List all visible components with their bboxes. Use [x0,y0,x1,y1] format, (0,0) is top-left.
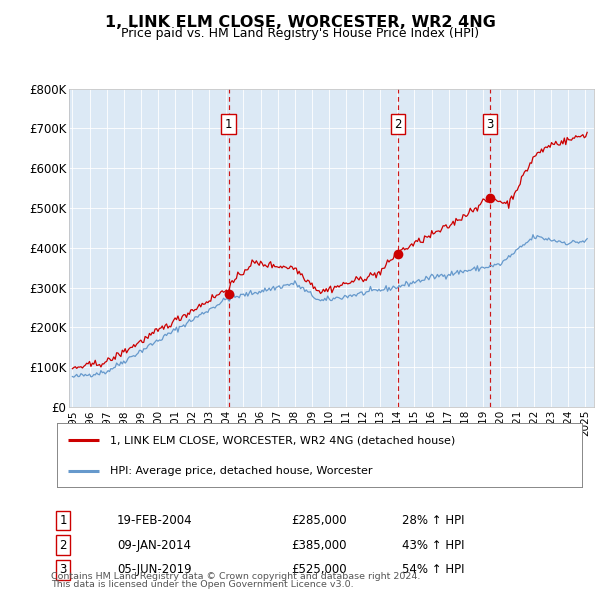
Text: £525,000: £525,000 [291,563,347,576]
Text: 19-FEB-2004: 19-FEB-2004 [117,514,193,527]
Text: 1: 1 [59,514,67,527]
Text: 1, LINK ELM CLOSE, WORCESTER, WR2 4NG: 1, LINK ELM CLOSE, WORCESTER, WR2 4NG [104,15,496,30]
Text: 05-JUN-2019: 05-JUN-2019 [117,563,191,576]
Text: 28% ↑ HPI: 28% ↑ HPI [402,514,464,527]
Text: 09-JAN-2014: 09-JAN-2014 [117,539,191,552]
Text: 2: 2 [394,118,401,131]
Text: This data is licensed under the Open Government Licence v3.0.: This data is licensed under the Open Gov… [51,580,353,589]
Text: 2: 2 [59,539,67,552]
Text: 1, LINK ELM CLOSE, WORCESTER, WR2 4NG (detached house): 1, LINK ELM CLOSE, WORCESTER, WR2 4NG (d… [110,435,455,445]
Text: 3: 3 [59,563,67,576]
Text: 1: 1 [225,118,232,131]
Text: £385,000: £385,000 [291,539,347,552]
Text: Price paid vs. HM Land Registry's House Price Index (HPI): Price paid vs. HM Land Registry's House … [121,27,479,40]
Text: HPI: Average price, detached house, Worcester: HPI: Average price, detached house, Worc… [110,466,372,476]
Text: 3: 3 [487,118,494,131]
Text: Contains HM Land Registry data © Crown copyright and database right 2024.: Contains HM Land Registry data © Crown c… [51,572,421,581]
Text: 43% ↑ HPI: 43% ↑ HPI [402,539,464,552]
Text: 54% ↑ HPI: 54% ↑ HPI [402,563,464,576]
Text: £285,000: £285,000 [291,514,347,527]
